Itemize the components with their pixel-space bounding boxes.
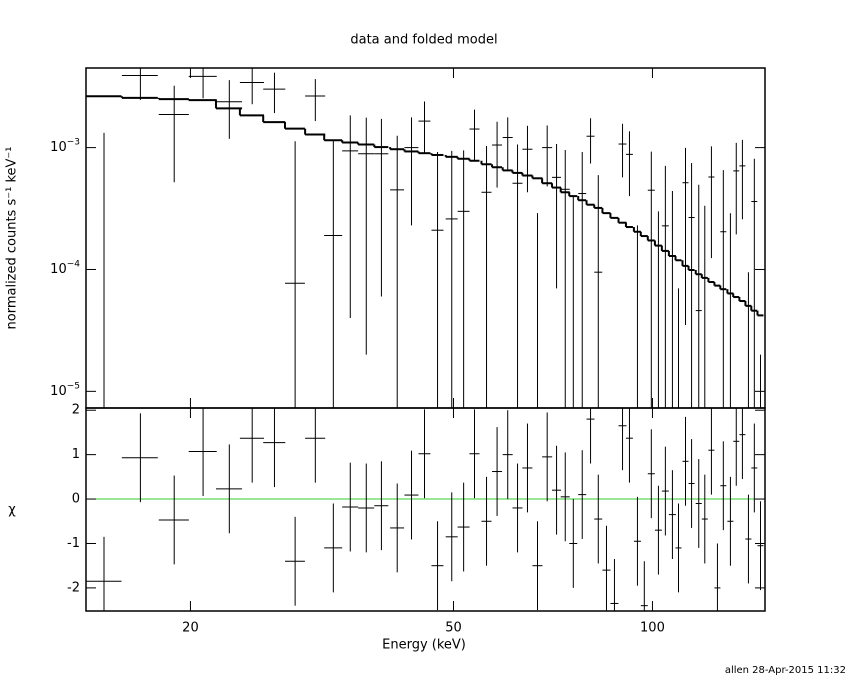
y-axis-label: normalized counts s⁻¹ keV⁻¹ [5, 147, 20, 330]
y-tick-label: 10−5 [50, 381, 80, 399]
y-tick-label: 2 [72, 403, 80, 418]
plot-area [86, 68, 764, 408]
x-tick-label: 20 [182, 621, 199, 636]
x-tick-label: 50 [445, 621, 462, 636]
y-axis-label: χ [8, 503, 16, 518]
x-tick-label: 100 [640, 621, 665, 636]
y-tick-label: 1 [72, 447, 80, 462]
plot-frame [85, 407, 766, 612]
y-tick-label: -2 [67, 580, 80, 595]
y-tick-label: 10−4 [50, 259, 80, 277]
chart-title: data and folded model [350, 33, 497, 48]
y-tick-label: 10−3 [50, 137, 80, 155]
footer: allen 28-Apr-2015 11:32 [725, 665, 846, 676]
x-axis-label: Energy (keV) [382, 638, 466, 653]
y-tick-label: -1 [67, 536, 80, 551]
plot-area [86, 408, 765, 611]
y-tick-label: 0 [72, 492, 80, 507]
plot-frame [85, 67, 766, 409]
